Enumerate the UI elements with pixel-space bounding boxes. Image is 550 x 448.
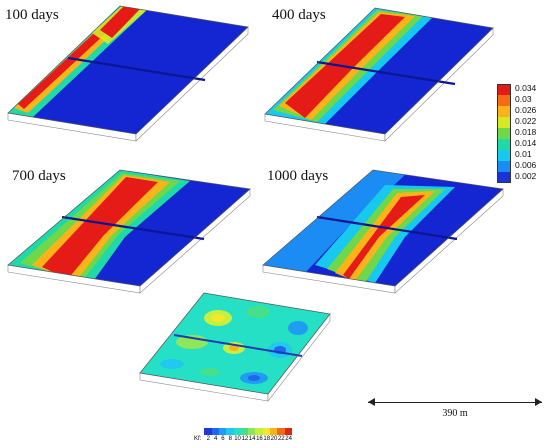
kf-legend-entry: 20 <box>270 428 277 443</box>
kf-legend-label: 16 <box>256 436 263 442</box>
kf-legend-entry: 10 <box>233 428 241 443</box>
panel-title-1000-days: 1000 days <box>267 168 329 184</box>
kf-legend-label: 20 <box>270 436 278 442</box>
scale-bar: 390 m <box>368 397 542 419</box>
legend-label: 0.002 <box>515 171 537 181</box>
kf-legend-entry: 14 <box>248 428 255 443</box>
legend-label: 0.018 <box>515 127 537 137</box>
kf-legend-title: Kf: <box>194 436 202 442</box>
kf-legend-label: 22 <box>277 436 285 442</box>
legend-entry: 0.018 <box>497 127 547 139</box>
kf-legend-entry: 4 <box>211 428 219 443</box>
legend-swatch <box>497 117 511 128</box>
arrow-left-icon <box>368 398 375 406</box>
legend-label: 0.026 <box>515 105 537 115</box>
kf-legend-swatch <box>270 428 278 435</box>
concentration-slab-100-days <box>0 0 260 160</box>
arrow-right-icon <box>535 398 542 406</box>
kf-legend-entry: 8 <box>226 428 234 443</box>
legend-label: 0.006 <box>515 160 537 170</box>
legend-label: 0.014 <box>515 138 537 148</box>
kf-legend-entry: 16 <box>255 428 263 443</box>
kf-legend-swatch <box>262 428 271 435</box>
legend-entry: 0.026 <box>497 105 547 117</box>
legend-entry: 0.022 <box>497 116 547 128</box>
kf-legend-entry: 2 <box>204 428 212 443</box>
kf-legend-entry: 22 <box>277 428 285 443</box>
scale-bar-label: 390 m <box>442 408 468 419</box>
legend-label: 0.022 <box>515 116 537 126</box>
legend-swatch <box>497 128 511 139</box>
concentration-slab-700-days <box>0 165 260 325</box>
legend-entry: 0.034 <box>497 83 547 95</box>
kf-legend-entry: 6 <box>218 428 227 443</box>
kf-legend-label: 24 <box>285 436 292 442</box>
legend-label: 0.034 <box>515 83 537 93</box>
concentration-legend: 0.034 0.03 0.026 0.022 0.018 0.014 0.01 0.006 0.… <box>497 83 547 183</box>
panel-title-400-days: 400 days <box>272 7 326 23</box>
kf-legend-entry: 18 <box>262 428 271 443</box>
legend-swatch <box>497 84 511 95</box>
kf-legend-swatch <box>204 428 212 435</box>
kf-legend-swatch <box>226 428 234 435</box>
kf-legend-swatch <box>255 428 263 435</box>
kf-legend-label: 18 <box>263 436 271 442</box>
legend-swatch <box>497 172 511 183</box>
legend-entry: 0.01 <box>497 149 547 161</box>
kf-legend-scale: 2 4 6 8 10 12 14 16 18 20 22 24 <box>204 428 292 443</box>
legend-entry: 0.03 <box>497 94 547 106</box>
legend-label: 0.03 <box>515 94 532 104</box>
panel-title-700-days: 700 days <box>12 168 66 184</box>
kf-legend-entry: 24 <box>284 428 292 443</box>
kf-legend-swatch <box>248 428 256 435</box>
kf-legend-entry: 12 <box>240 428 249 443</box>
kf-legend-swatch <box>277 428 285 435</box>
legend-swatch <box>497 95 511 106</box>
kf-legend-swatch <box>233 428 241 435</box>
kf-legend-label: 6 <box>221 436 225 442</box>
legend-entry: 0.014 <box>497 138 547 150</box>
legend-swatch <box>497 161 511 172</box>
kf-legend-swatch <box>218 428 227 435</box>
legend-swatch <box>497 139 511 150</box>
concentration-slab-400-days <box>255 0 515 160</box>
legend-entry: 0.006 <box>497 160 547 172</box>
kf-legend-label: 14 <box>248 436 256 442</box>
hydraulic-conductivity-slab <box>130 290 340 420</box>
legend-swatch <box>497 150 511 161</box>
kf-legend-label: 12 <box>241 436 249 442</box>
legend-entry: 0.002 <box>497 171 547 183</box>
legend-label: 0.01 <box>515 149 532 159</box>
kf-legend-swatch <box>211 428 219 435</box>
kf-legend-label: 4 <box>213 436 218 442</box>
kf-legend: Kf: 2 4 6 8 10 12 14 16 18 20 22 24 <box>194 428 292 446</box>
panel-title-100-days: 100 days <box>5 7 59 23</box>
kf-legend-swatch <box>284 428 292 435</box>
legend-swatch <box>497 106 511 117</box>
kf-legend-label: 10 <box>234 436 241 442</box>
concentration-slab-1000-days <box>255 165 515 325</box>
scale-bar-line <box>368 402 542 403</box>
kf-legend-label: 8 <box>228 436 232 442</box>
kf-legend-label: 2 <box>206 436 211 442</box>
kf-legend-swatch <box>240 428 249 435</box>
